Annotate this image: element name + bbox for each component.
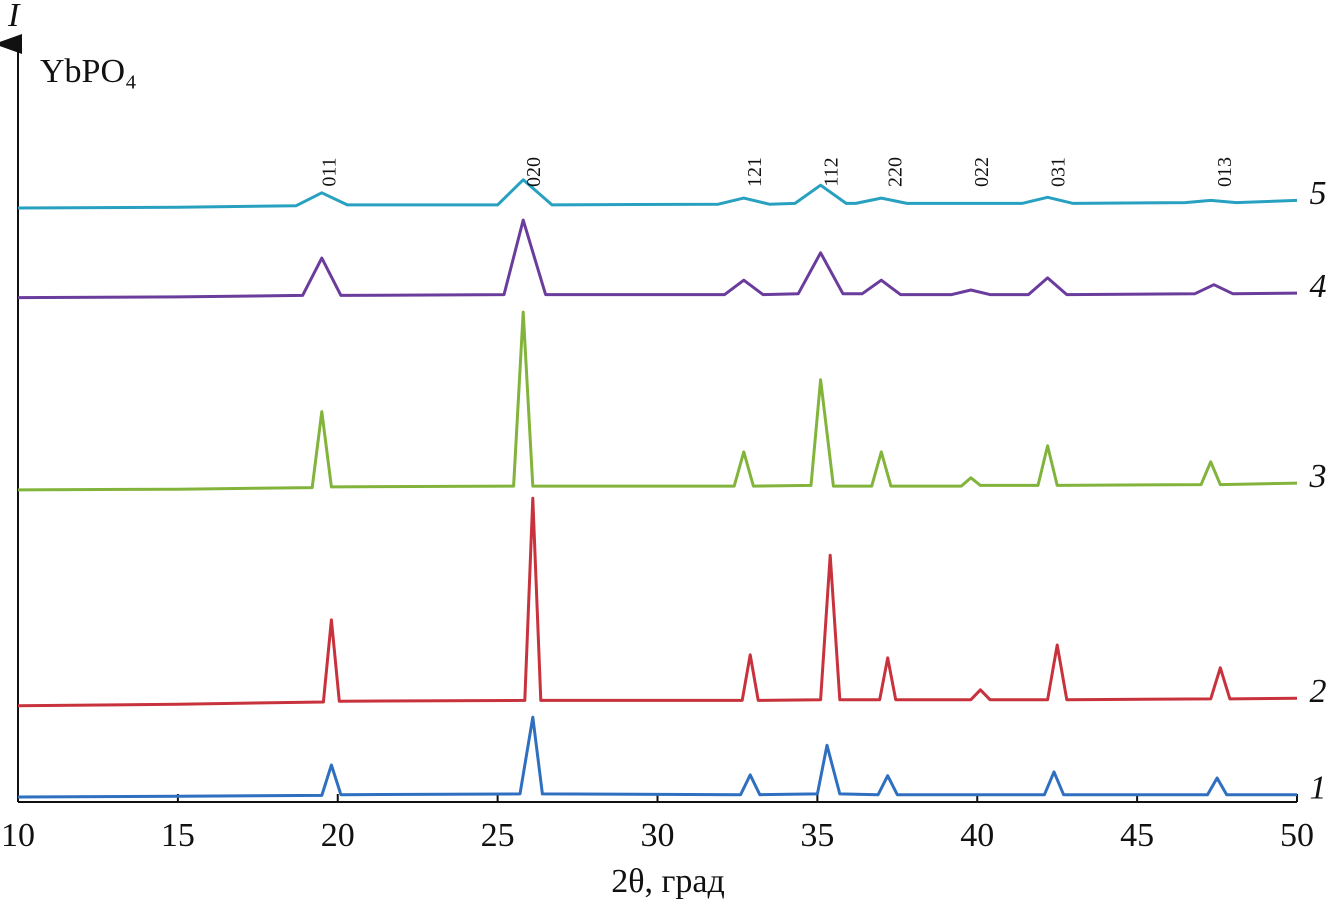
series-line [17,310,1298,492]
peak-index: 112 [821,157,843,186]
x-tick-label: 35 [800,817,834,854]
x-tick-label: 45 [1120,817,1154,854]
series-line [17,496,1298,708]
x-tick-label: 10 [1,817,35,854]
peak-index: 121 [744,157,766,187]
peak-index: 020 [523,157,545,187]
compound-label: YbPO₄ [40,53,137,90]
peak-index: 011 [319,157,341,186]
x-tick-label: 30 [641,817,675,854]
series-line [17,715,1297,799]
peak-index: 031 [1048,157,1070,187]
x-tick-label: 25 [481,817,515,854]
x-tick-label: 40 [960,817,994,854]
series-label: 4 [1310,268,1327,305]
series-line [17,178,1298,210]
series-label: 2 [1310,673,1327,710]
y-axis-label: I [7,0,21,34]
x-axis-label: 2θ, град [611,863,725,900]
series-label: 5 [1310,175,1327,212]
series-label: 1 [1310,769,1327,806]
x-tick-label: 15 [161,817,195,854]
x-tick-label: 50 [1280,817,1314,854]
peak-index: 013 [1214,157,1236,187]
x-tick-label: 20 [321,817,355,854]
peak-index: 220 [885,157,907,187]
series-label: 3 [1309,458,1327,495]
peak-index: 022 [971,157,993,187]
series-line [17,218,1298,300]
